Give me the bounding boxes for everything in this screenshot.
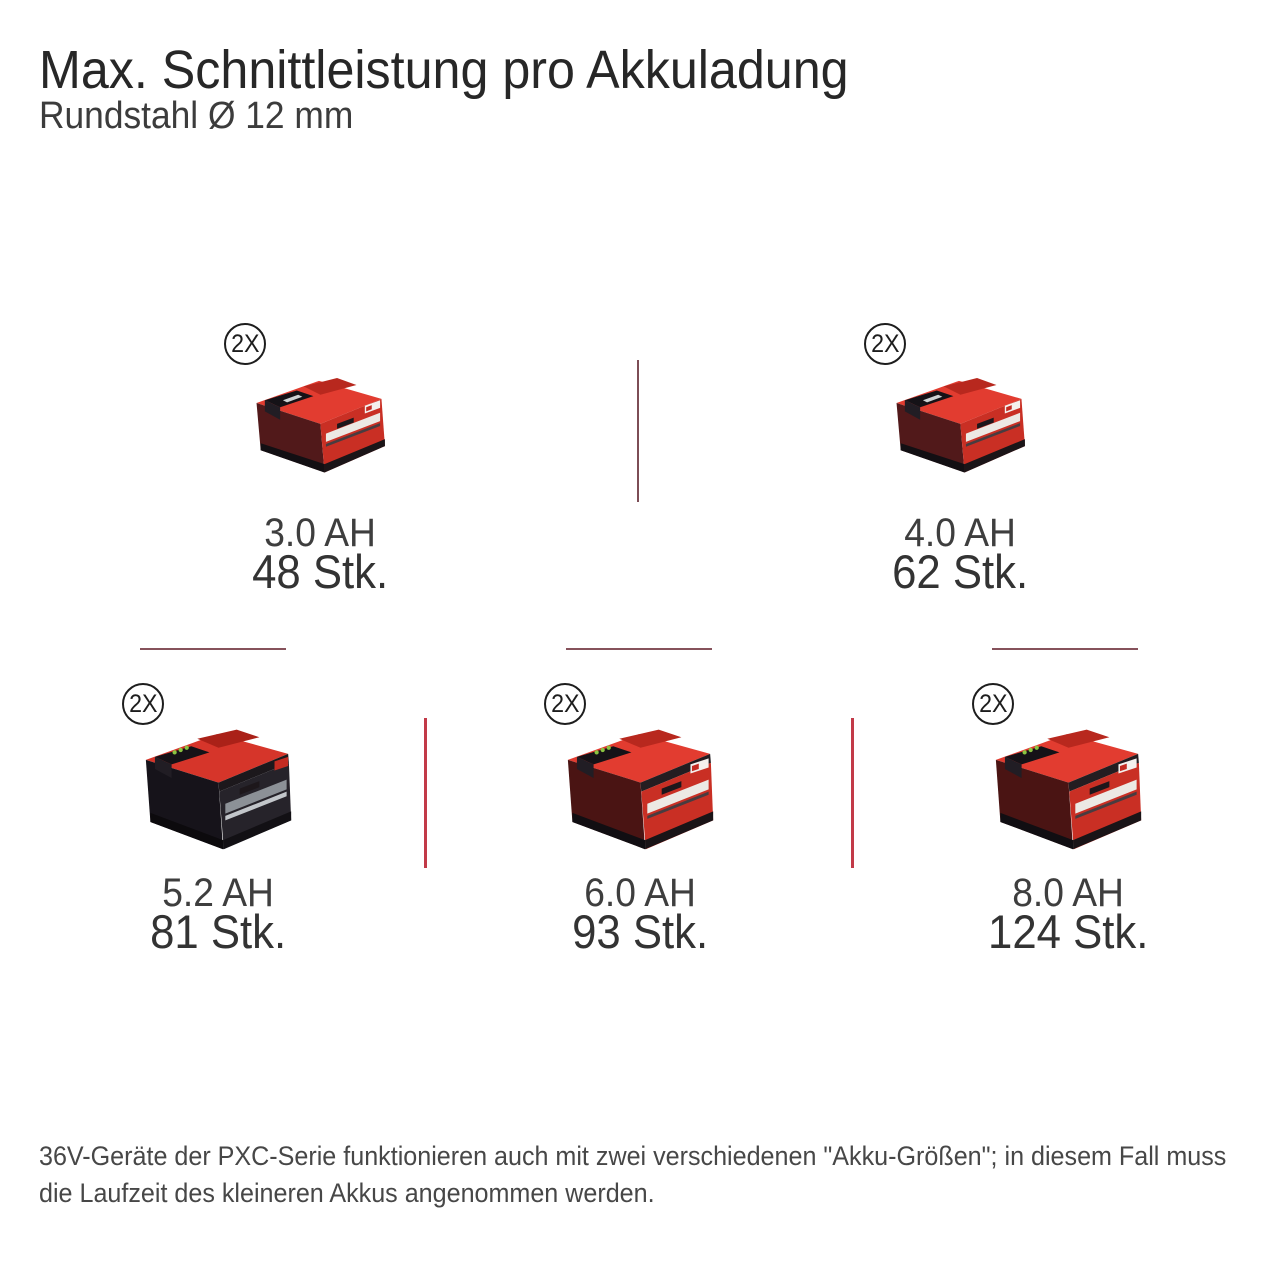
footnote-line1: 36V-Geräte der PXC-Serie funktionieren a… (39, 1141, 1227, 1171)
quantity-badge: 2X (864, 323, 906, 365)
battery-card-8ah: 2X 8.0 AH 124 Stk. (918, 680, 1218, 970)
battery-card-6ah: 2X 6.0 AH 93 Stk. (490, 680, 790, 970)
divider-vertical-row1 (637, 360, 639, 502)
quantity-badge: 2X (972, 683, 1014, 725)
page-subtitle: Rundstahl Ø 12 mm (39, 95, 377, 137)
quantity-badge-label: 2X (550, 689, 580, 718)
page-title-text: Max. Schnittleistung pro Akkuladung (39, 40, 849, 100)
cut-count-label: 81 Stk. (149, 905, 287, 958)
divider-vertical-row2-left (424, 718, 427, 868)
divider-horizontal-right (992, 648, 1138, 650)
cut-count-label: 124 Stk. (987, 905, 1149, 958)
divider-vertical-row2-right (851, 718, 854, 868)
battery-6ah-image (545, 716, 733, 856)
cut-count-label: 48 Stk. (251, 545, 389, 598)
battery-4ah-image (873, 360, 1045, 478)
battery-card-5_2ah: 2X 5.2 AH 81 Stk. (68, 680, 368, 970)
footnote: 36V-Geräte der PXC-Serie funktionieren a… (39, 1138, 1280, 1212)
cut-count-label: 93 Stk. (571, 905, 709, 958)
battery-5_2ah-image (123, 716, 311, 856)
page-subtitle-text: Rundstahl Ø 12 mm (39, 95, 354, 137)
quantity-badge-label: 2X (870, 329, 900, 358)
battery-card-4ah: 2X 4.0 AH 62 Stk. (810, 320, 1110, 610)
quantity-badge-label: 2X (978, 689, 1008, 718)
cut-count-label: 62 Stk. (891, 545, 1029, 598)
battery-3ah-image (233, 360, 405, 478)
divider-horizontal-center (566, 648, 712, 650)
quantity-badge: 2X (224, 323, 266, 365)
capacity-label: 5.2 AH (162, 871, 274, 915)
quantity-badge: 2X (122, 683, 164, 725)
page-title: Max. Schnittleistung pro Akkuladung (39, 42, 910, 98)
quantity-badge-label: 2X (230, 329, 260, 358)
quantity-badge: 2X (544, 683, 586, 725)
divider-horizontal-left (140, 648, 286, 650)
capacity-label: 3.0 AH (264, 511, 376, 555)
capacity-label: 4.0 AH (904, 511, 1016, 555)
battery-8ah-image (973, 716, 1161, 856)
footnote-line2: die Laufzeit des kleineren Akkus angenom… (39, 1178, 655, 1208)
battery-card-3ah: 2X 3.0 AH 48 Stk. (170, 320, 470, 610)
capacity-label: 8.0 AH (1012, 871, 1124, 915)
quantity-badge-label: 2X (128, 689, 158, 718)
capacity-label: 6.0 AH (584, 871, 696, 915)
